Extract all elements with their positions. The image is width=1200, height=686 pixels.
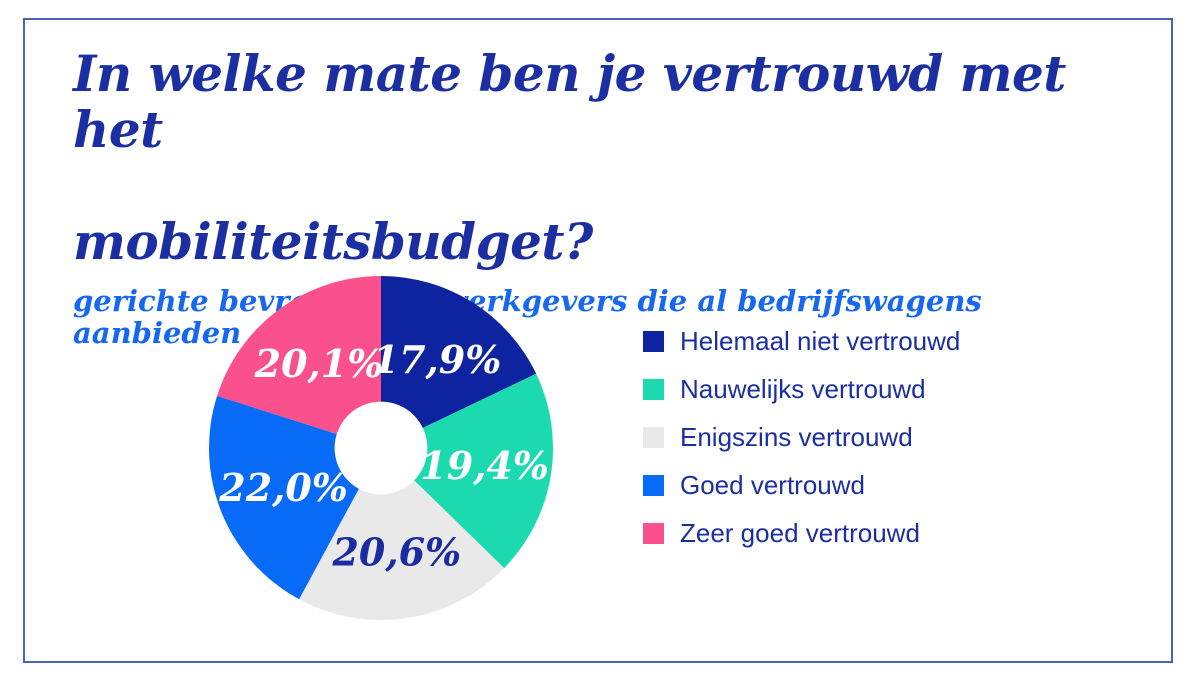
chart-title-line2: mobiliteitsbudget? [73, 212, 593, 271]
donut-segment-1 [381, 276, 537, 448]
donut-segment-2 [381, 373, 553, 569]
legend-item-2: Nauwelijks vertrouwd [643, 374, 960, 404]
donut-segment-5 [217, 276, 381, 448]
legend-item-4: Goed vertrouwd [643, 470, 960, 500]
donut-segment-3 [299, 448, 505, 620]
legend-item-1: Helemaal niet vertrouwd [643, 326, 960, 356]
legend-label: Enigszins vertrouwd [680, 422, 913, 452]
donut-chart: 17,9% 19,4% 20,6% 22,0% 20,1% [209, 276, 553, 620]
donut-segment-value-1: 17,9% [373, 337, 502, 382]
chart-title: In welke mate ben je vertrouwd met het m… [73, 46, 1151, 270]
donut-hole [334, 401, 428, 495]
legend-swatch-icon [643, 474, 664, 496]
legend-label: Zeer goed vertrouwd [680, 518, 920, 548]
donut-segment-value-3: 20,6% [331, 529, 461, 574]
donut-segment-value-5: 20,1% [254, 341, 384, 386]
donut-segment-value-4: 22,0% [218, 465, 348, 510]
legend-label: Goed vertrouwd [680, 470, 865, 500]
legend-swatch-icon [643, 426, 664, 448]
infographic-frame: In welke mate ben je vertrouwd met het m… [23, 18, 1173, 663]
legend-swatch-icon [643, 330, 664, 352]
legend: Helemaal niet vertrouwd Nauwelijks vertro… [643, 326, 960, 548]
legend-swatch-icon [643, 378, 664, 400]
donut-segment-value-2: 19,4% [420, 443, 549, 488]
legend-item-3: Enigszins vertrouwd [643, 422, 960, 452]
legend-swatch-icon [643, 522, 664, 544]
legend-label: Nauwelijks vertrouwd [680, 374, 926, 404]
legend-label: Helemaal niet vertrouwd [680, 326, 961, 356]
chart-subtitle: gerichte bevraging bij werkgevers die al… [73, 284, 982, 350]
legend-item-5: Zeer goed vertrouwd [643, 518, 960, 548]
chart-title-line1: In welke mate ben je vertrouwd met het [73, 44, 1066, 159]
